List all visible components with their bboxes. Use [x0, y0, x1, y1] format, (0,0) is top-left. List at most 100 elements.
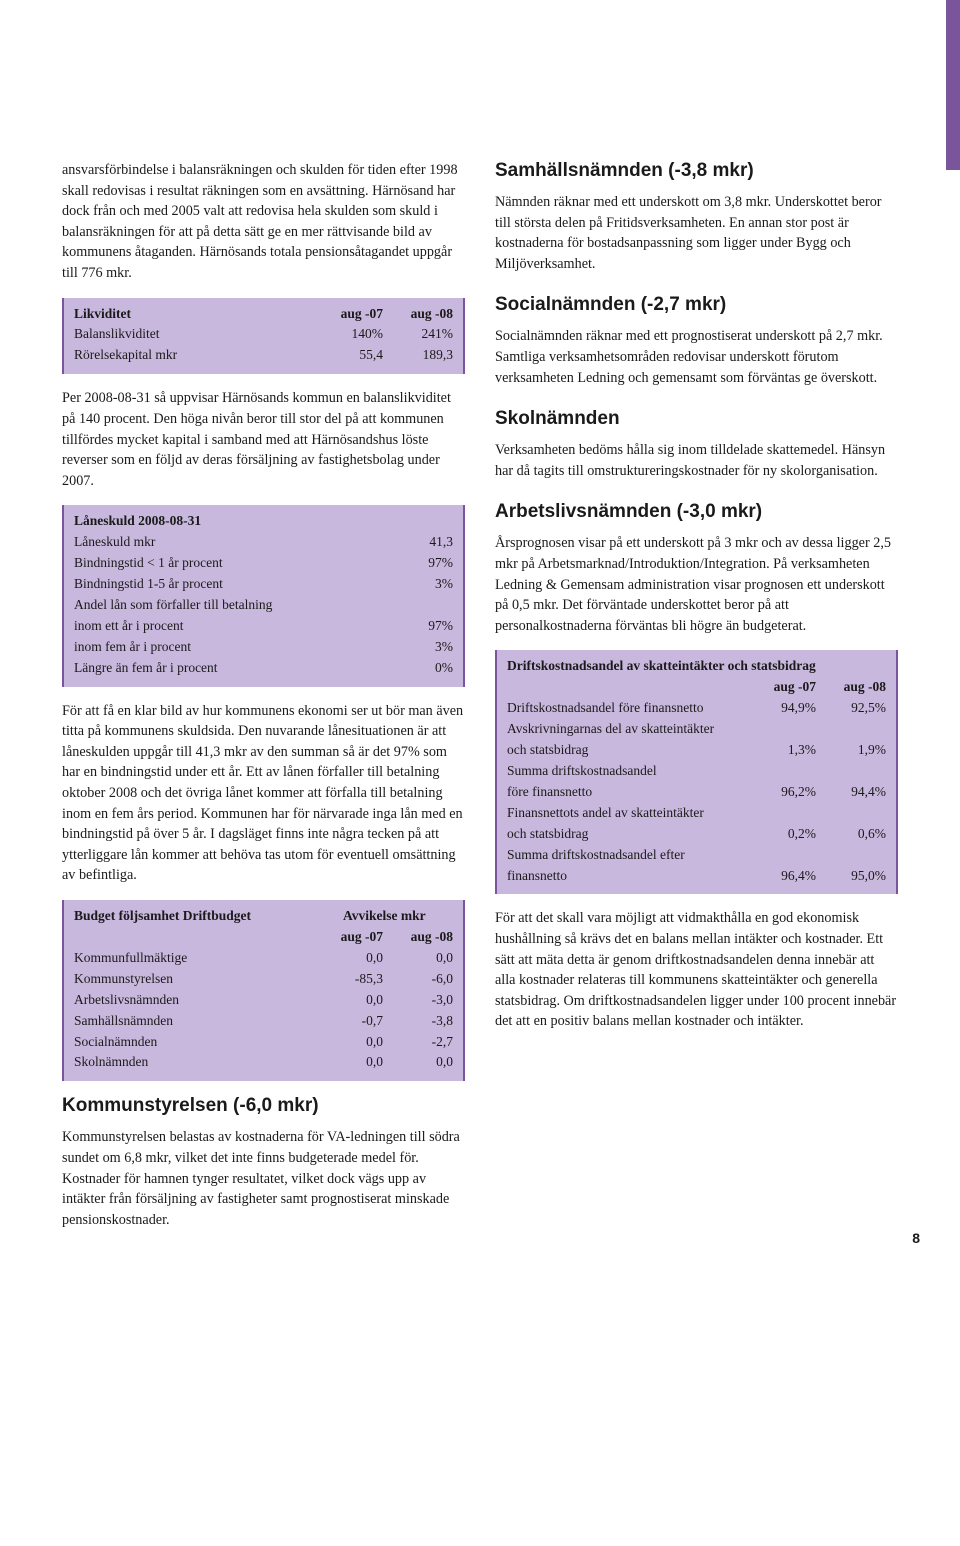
td [313, 616, 383, 637]
page: ansvarsförbindelse i balansräkningen och… [0, 0, 960, 1270]
td: Rörelsekapital mkr [74, 345, 313, 366]
th [313, 511, 383, 532]
th: aug -07 [313, 927, 383, 948]
td [746, 719, 816, 740]
td: 41,3 [383, 532, 453, 553]
td: 189,3 [383, 345, 453, 366]
th: Budget följsamhet Driftbudget [74, 906, 343, 927]
para-socialnamnden: Socialnämnden räknar med ett prognostise… [495, 326, 898, 388]
th: aug -08 [383, 927, 453, 948]
para-kommunstyrelsen: Kommunstyrelsen belastas av kostnaderna … [62, 1127, 465, 1230]
td: 3% [383, 574, 453, 595]
th: Låneskuld 2008-08-31 [74, 511, 313, 532]
td [746, 761, 816, 782]
td: 92,5% [816, 698, 886, 719]
heading-socialnamnden: Socialnämnden (-2,7 mkr) [495, 294, 898, 316]
th: aug -07 [746, 677, 816, 698]
td: 97% [383, 616, 453, 637]
table-budget: Budget följsamhet Driftbudget Avvikelse … [62, 900, 465, 1081]
left-column: ansvarsförbindelse i balansräkningen och… [62, 160, 465, 1230]
td: 0,0 [313, 1052, 383, 1073]
th: Driftskostnadsandel av skatteintäkter oc… [507, 656, 886, 677]
td: Arbetslivsnämnden [74, 990, 313, 1011]
page-number: 8 [912, 1230, 920, 1246]
para-skolnamnden: Verksamheten bedöms hålla sig inom tilld… [495, 440, 898, 481]
td: 96,2% [746, 782, 816, 803]
td: och statsbidrag [507, 740, 746, 761]
td: 0,0 [383, 1052, 453, 1073]
para-arbetslivsnamnden: Årsprognosen visar på ett underskott på … [495, 533, 898, 636]
td [746, 803, 816, 824]
th: aug -08 [383, 304, 453, 325]
td: Avskrivningarnas del av skatteintäkter [507, 719, 746, 740]
td [383, 595, 453, 616]
td: finansnetto [507, 866, 746, 887]
td: och statsbidrag [507, 824, 746, 845]
heading-arbetslivsnamnden: Arbetslivsnämnden (-3,0 mkr) [495, 501, 898, 523]
td: 1,9% [816, 740, 886, 761]
th [74, 927, 313, 948]
td: Längre än fem år i procent [74, 658, 313, 679]
td: Bindningstid 1-5 år procent [74, 574, 313, 595]
td: -3,0 [383, 990, 453, 1011]
para-balanslikviditet: Per 2008-08-31 så uppvisar Härnösands ko… [62, 388, 465, 491]
td: 0,0 [383, 948, 453, 969]
td: 0,0 [313, 1032, 383, 1053]
heading-skolnamnden: Skolnämnden [495, 408, 898, 430]
td [816, 761, 886, 782]
td: Låneskuld mkr [74, 532, 313, 553]
td: Kommunstyrelsen [74, 969, 313, 990]
td: 0% [383, 658, 453, 679]
td [816, 803, 886, 824]
td [313, 637, 383, 658]
td: 3% [383, 637, 453, 658]
td: Socialnämnden [74, 1032, 313, 1053]
para-end: För att det skall vara möjligt att vidma… [495, 908, 898, 1032]
td: 1,3% [746, 740, 816, 761]
right-column: Samhällsnämnden (-3,8 mkr) Nämnden räkna… [495, 160, 898, 1230]
td: Skolnämnden [74, 1052, 313, 1073]
side-tab [946, 0, 960, 170]
td: Summa driftskostnadsandel efter [507, 845, 746, 866]
td: 0,0 [313, 948, 383, 969]
td: 0,0 [313, 990, 383, 1011]
td: 0,6% [816, 824, 886, 845]
td: 97% [383, 553, 453, 574]
td [313, 595, 383, 616]
td: Andel lån som förfaller till betalning [74, 595, 313, 616]
th [507, 677, 746, 698]
td: Bindningstid < 1 år procent [74, 553, 313, 574]
td: inom fem år i procent [74, 637, 313, 658]
td: 140% [313, 324, 383, 345]
para-intro: ansvarsförbindelse i balansräkningen och… [62, 160, 465, 284]
td: 95,0% [816, 866, 886, 887]
table-likviditet: Likviditet aug -07 aug -08 Balanslikvidi… [62, 298, 465, 375]
th [383, 511, 453, 532]
td: -6,0 [383, 969, 453, 990]
th: aug -07 [313, 304, 383, 325]
td [746, 845, 816, 866]
th: Avvikelse mkr [343, 906, 453, 927]
td: Finansnettots andel av skatteintäkter [507, 803, 746, 824]
td: före finansnetto [507, 782, 746, 803]
td [313, 574, 383, 595]
td [313, 532, 383, 553]
td: Kommunfullmäktige [74, 948, 313, 969]
para-laneskuld: För att få en klar bild av hur kommunens… [62, 701, 465, 886]
td: -0,7 [313, 1011, 383, 1032]
td [816, 719, 886, 740]
para-samhallsnamnden: Nämnden räknar med ett underskott om 3,8… [495, 192, 898, 274]
td [313, 658, 383, 679]
td: Balanslikviditet [74, 324, 313, 345]
td: 55,4 [313, 345, 383, 366]
table-laneskuld: Låneskuld 2008-08-31 Låneskuld mkr 41,3 B… [62, 505, 465, 686]
td: 94,9% [746, 698, 816, 719]
td: 96,4% [746, 866, 816, 887]
td: 94,4% [816, 782, 886, 803]
td: 241% [383, 324, 453, 345]
td: -85,3 [313, 969, 383, 990]
td [313, 553, 383, 574]
td: -2,7 [383, 1032, 453, 1053]
td: Summa driftskostnadsandel [507, 761, 746, 782]
td: 0,2% [746, 824, 816, 845]
